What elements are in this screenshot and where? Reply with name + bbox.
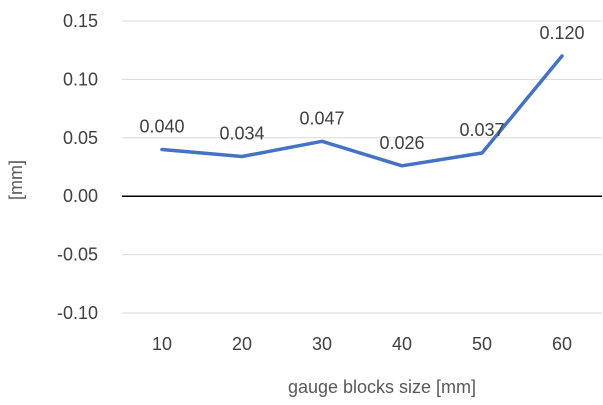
x-tick-label: 40 xyxy=(392,334,412,354)
y-tick-label: 0.10 xyxy=(63,69,98,89)
series-line xyxy=(160,54,564,168)
gridlines xyxy=(122,20,602,314)
data-label: 0.026 xyxy=(379,133,424,153)
y-axis-title: [mm] xyxy=(6,160,26,200)
x-axis-title: gauge blocks size [mm] xyxy=(288,377,476,397)
y-tick-label: 0.05 xyxy=(63,128,98,148)
data-label: 0.047 xyxy=(299,108,344,128)
series-lines xyxy=(160,54,564,168)
data-label: 0.120 xyxy=(539,23,584,43)
y-tick-label: 0.15 xyxy=(63,11,98,31)
data-label: 0.037 xyxy=(459,120,504,140)
axes: 0.15 0.10 0.05 0.00 -0.05 -0.10 10 20 30 40 50 60 xyxy=(57,11,602,354)
data-label: 0.034 xyxy=(219,123,264,143)
x-tick-label: 10 xyxy=(152,334,172,354)
x-tick-label: 60 xyxy=(552,334,572,354)
x-tick-label: 20 xyxy=(232,334,252,354)
data-label: 0.040 xyxy=(139,116,184,136)
y-tick-label: -0.10 xyxy=(57,303,98,323)
x-tick-label: 30 xyxy=(312,334,332,354)
y-tick-label: 0.00 xyxy=(63,186,98,206)
x-tick-label: 50 xyxy=(472,334,492,354)
data-labels: 0.040 0.034 0.047 0.026 0.037 0.120 xyxy=(139,23,584,153)
y-tick-label: -0.05 xyxy=(57,245,98,265)
